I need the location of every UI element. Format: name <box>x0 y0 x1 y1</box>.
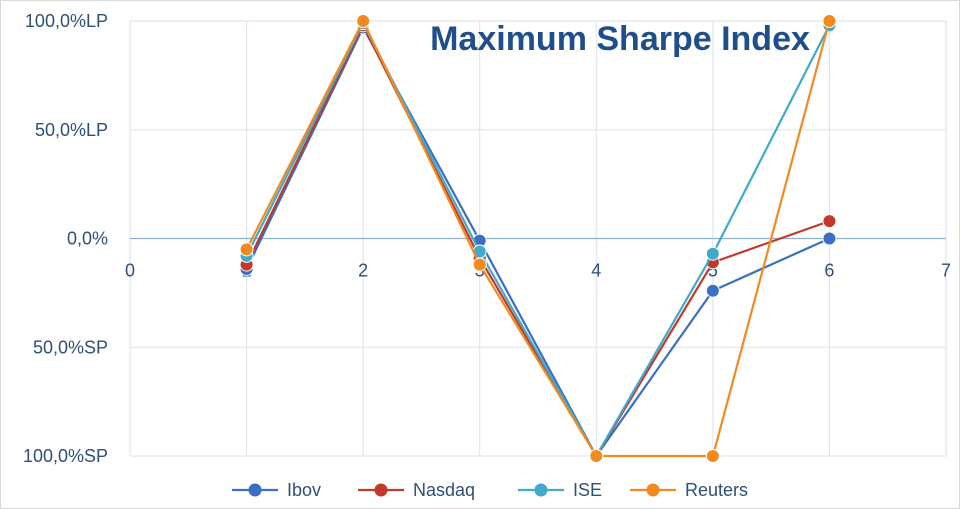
legend-item-ibov: Ibov <box>232 480 321 500</box>
y-tick-label: 50,0%LP <box>35 120 108 140</box>
data-point <box>589 449 604 463</box>
x-tick-label: 6 <box>824 261 834 281</box>
y-tick-label: 50,0%SP <box>33 337 108 357</box>
chart-title: Maximum Sharpe Index <box>430 20 810 58</box>
data-point <box>822 14 837 28</box>
data-point <box>705 283 720 298</box>
legend-label: ISE <box>573 480 602 500</box>
legend-item-ise: ISE <box>518 480 602 500</box>
series-lines <box>239 14 837 463</box>
x-tick-label: 5 <box>708 261 718 281</box>
x-tick-label: 2 <box>358 261 368 281</box>
series-line <box>245 19 831 458</box>
data-point <box>822 231 837 246</box>
data-point <box>356 14 371 28</box>
legend: Ibov Nasdaq ISE Reuters <box>232 480 748 500</box>
series-line <box>245 24 830 458</box>
x-tick-label: 7 <box>941 261 951 281</box>
series-line <box>245 22 831 458</box>
data-point <box>472 257 487 272</box>
legend-item-reuters: Reuters <box>630 480 748 500</box>
data-point <box>239 242 254 257</box>
data-point <box>705 246 720 261</box>
y-tick-label: 0,0% <box>67 229 108 249</box>
legend-label: Reuters <box>685 480 748 500</box>
y-tick-label: 100,0%SP <box>23 446 108 466</box>
x-tick-label: 4 <box>591 261 601 281</box>
gridlines <box>129 20 947 457</box>
legend-swatch-marker <box>646 483 660 497</box>
legend-swatch-marker <box>534 483 548 497</box>
x-tick-label: 0 <box>125 261 135 281</box>
legend-item-nasdaq: Nasdaq <box>358 480 475 500</box>
legend-swatch-marker <box>374 483 388 497</box>
legend-label: Nasdaq <box>413 480 475 500</box>
legend-swatch-marker <box>248 483 262 497</box>
legend-label: Ibov <box>287 480 321 500</box>
data-point <box>705 449 720 463</box>
y-tick-label: 100,0%LP <box>25 11 108 31</box>
data-point <box>822 214 837 229</box>
series-reuters <box>239 14 837 463</box>
y-axis-tick-labels: 100,0%LP 50,0%LP 0,0% 50,0%SP 100,0%SP <box>23 11 108 466</box>
